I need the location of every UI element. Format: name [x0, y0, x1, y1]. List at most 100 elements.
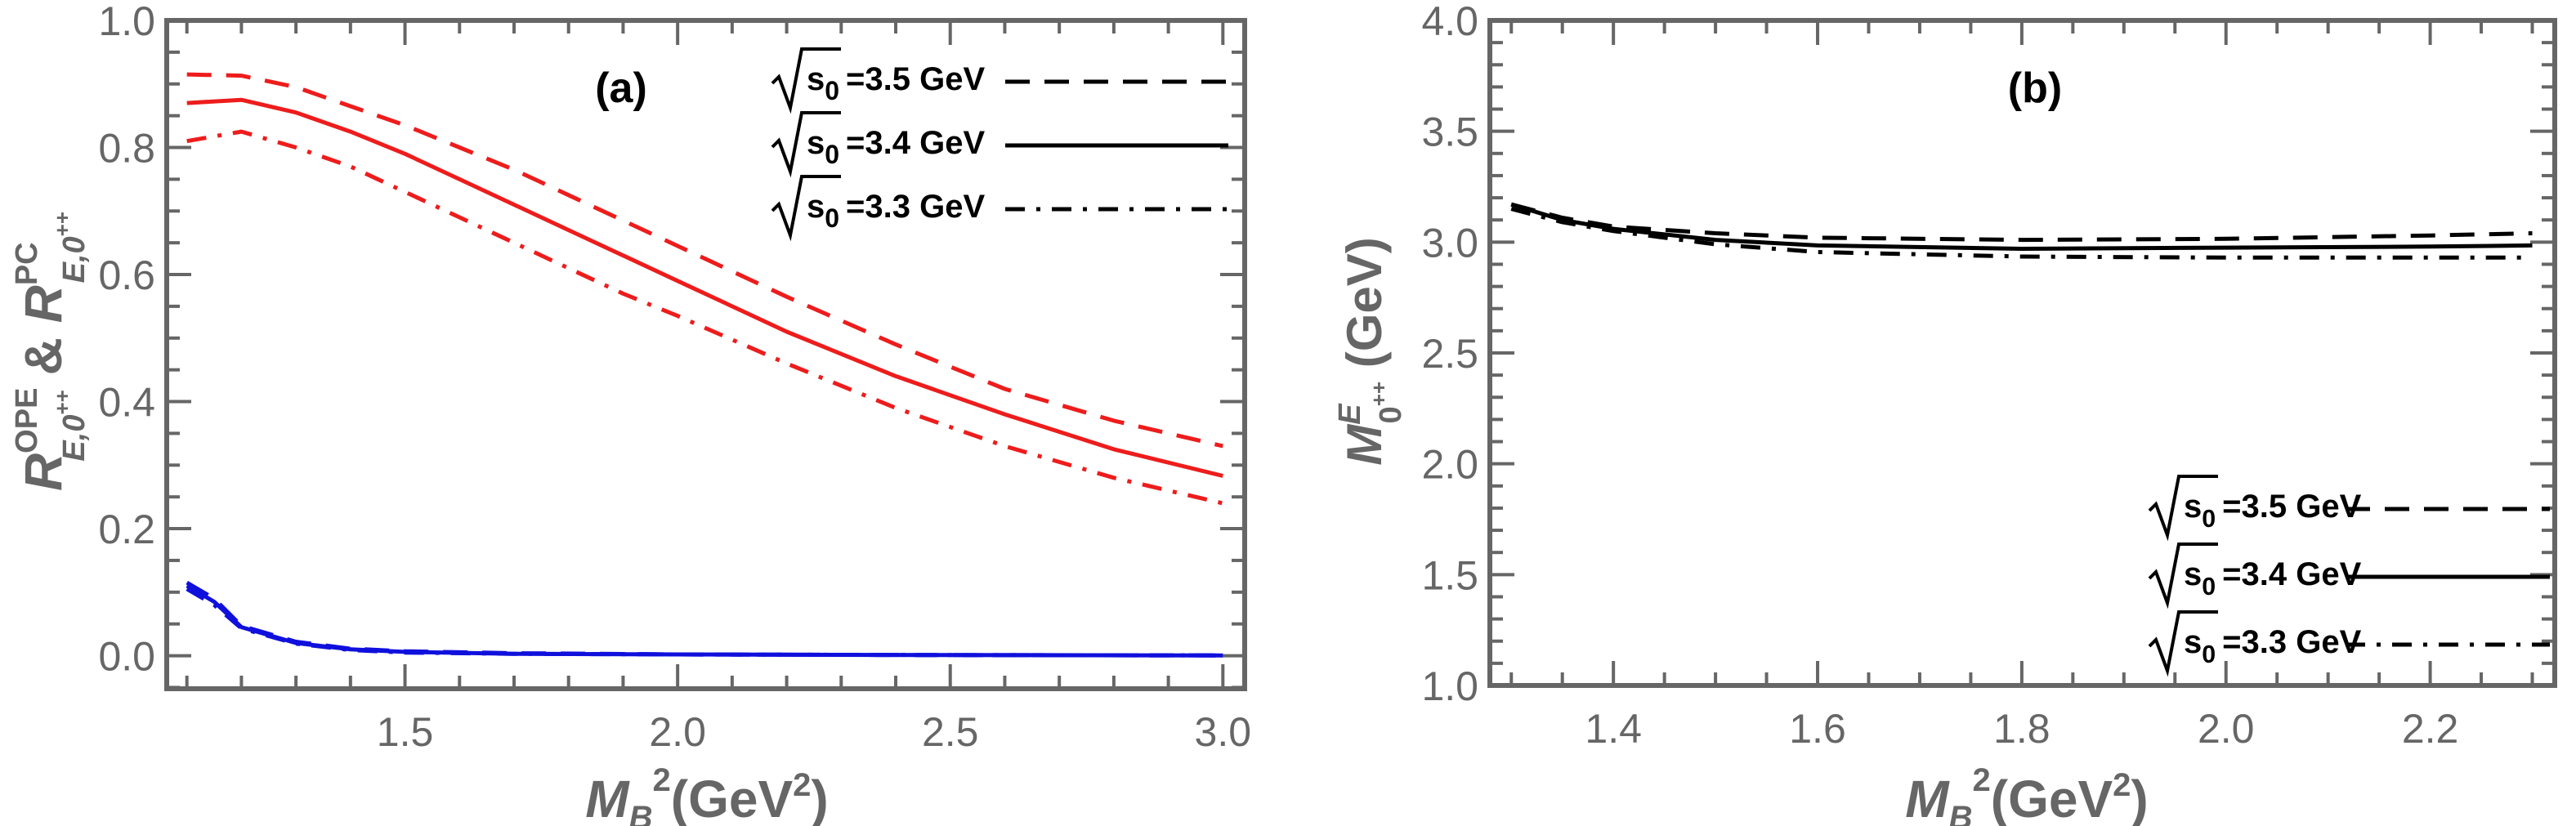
- sqrt-icon: [2148, 542, 2218, 609]
- y-tick-label: 1.5: [1421, 552, 1478, 598]
- xlabel-unit-sup: 2: [2113, 767, 2131, 803]
- legend-s: s: [807, 125, 825, 161]
- sqrt-icon: [771, 175, 841, 242]
- y-tick-label: 0.2: [98, 507, 155, 552]
- legend-value: =3.3 GeV: [846, 189, 985, 225]
- xlabel-sub: B: [1949, 800, 1973, 826]
- legend-item: s0 =3.4 GeV: [771, 111, 1228, 178]
- x-tick-label: 1.5: [377, 709, 434, 755]
- panel-a-label: (a): [595, 65, 647, 112]
- legend-label: s0 =3.3 GeV: [2184, 624, 2362, 668]
- ylabel-amp: &: [14, 323, 73, 390]
- xlabel-main: M: [1905, 770, 1950, 826]
- legend-item: s0 =3.3 GeV: [2148, 610, 2550, 677]
- y-tick-label: 3.5: [1421, 109, 1478, 155]
- y-tick-label: 2.5: [1421, 331, 1478, 377]
- ylabel-sup: E: [1333, 403, 1367, 425]
- legend-item: s0 =3.5 GeV: [2148, 475, 2550, 542]
- sqrt-icon: [2148, 610, 2218, 677]
- panel-b-series: [1510, 202, 2533, 260]
- xlabel-unit: (GeV: [671, 770, 794, 826]
- legend-value: =3.4 GeV: [2222, 556, 2361, 592]
- legend-s: s: [2184, 624, 2202, 660]
- legend-label: s0 =3.5 GeV: [2184, 489, 2362, 533]
- x-tick-label: 2.2: [2402, 706, 2459, 752]
- legend-label: s0 =3.4 GeV: [2184, 556, 2362, 601]
- xlabel-main: M: [585, 770, 630, 826]
- y-tick-label: 1.0: [1421, 663, 1478, 709]
- panel-a: 1.5 2.0 2.5 3.00.00.20.40.60.81.0 (a) s0 =3.…: [10, 0, 1251, 826]
- ylabel-sub1: E,0: [57, 415, 92, 462]
- y-tick-label: 1.0: [98, 0, 155, 44]
- ylabel-sub: 0: [1374, 406, 1408, 423]
- legend-value: =3.5 GeV: [846, 61, 985, 97]
- panel-b-label: (b): [2008, 65, 2062, 112]
- legend-sub: 0: [2202, 505, 2216, 533]
- series-line-ope-solid: [186, 583, 1223, 658]
- series-line-ope-dashdot: [186, 587, 1223, 658]
- ylabel-subsup1: ++: [50, 390, 74, 414]
- series-line-dashdot: [1510, 207, 2533, 260]
- series-line-pc-dashed: [186, 72, 1223, 449]
- legend-s: s: [807, 61, 825, 97]
- ylabel-subsup: ++: [1366, 382, 1391, 406]
- ylabel-r2: R: [14, 285, 73, 323]
- ylabel-subsup2: ++: [50, 212, 74, 236]
- legend-value: =3.3 GeV: [2222, 624, 2361, 660]
- legend-item: s0 =3.3 GeV: [771, 175, 1228, 242]
- y-tick-label: 0.4: [98, 380, 155, 426]
- panel-b-y-axis-label: ME 0++ (GeV): [1333, 237, 1408, 466]
- ylabel-sup2: PC: [10, 242, 44, 285]
- sqrt-icon: [771, 111, 841, 178]
- x-tick-label: 3.0: [1195, 709, 1252, 755]
- y-tick-label: 2.0: [1421, 442, 1478, 488]
- x-tick-label: 2.0: [2198, 706, 2255, 752]
- x-tick-label: 1.6: [1789, 706, 1846, 752]
- legend-value: =3.4 GeV: [846, 125, 985, 161]
- legend-value: =3.5 GeV: [2222, 489, 2361, 525]
- y-tick-label: 0.8: [98, 126, 155, 172]
- panel-a-y-axis-label: ROPE E,0++ & RPC E,0++: [10, 212, 92, 491]
- legend-sub: 0: [825, 203, 839, 233]
- legend-s: s: [2184, 489, 2202, 525]
- xlabel-close: ): [811, 770, 828, 826]
- ylabel-m: M: [1337, 423, 1392, 466]
- series-line-ope-dashed: [186, 580, 1223, 658]
- panel-a-ticks: 1.5 2.0 2.5 3.0 0.0 0.2 0.4 0.6 0.8 1.0: [98, 0, 1251, 755]
- xlabel-sup: 2: [653, 762, 671, 798]
- sqrt-icon: [2148, 475, 2218, 542]
- xlabel-sub: B: [629, 800, 653, 826]
- legend-item: s0 =3.5 GeV: [771, 47, 1228, 114]
- x-tick-label: 1.4: [1585, 706, 1642, 752]
- xlabel-unit-sup: 2: [793, 767, 811, 803]
- panel-a-x-axis-label: MB2(GeV2): [585, 762, 828, 826]
- legend-item: s0 =3.4 GeV: [2148, 542, 2550, 609]
- legend-s: s: [2184, 556, 2202, 592]
- legend-sub: 0: [2202, 641, 2216, 668]
- legend-sub: 0: [2202, 573, 2216, 601]
- panel-b: 1.4 1.6 1.8 2.0 2.2 1.0 1.5 2.0 2.5 3.0 3.5 4.0 (b)…: [1333, 0, 2557, 826]
- series-line-pc-solid: [186, 97, 1223, 478]
- y-tick-label: 3.0: [1421, 220, 1478, 266]
- xlabel-unit: (GeV: [1991, 770, 2113, 826]
- x-tick-label: 1.8: [1993, 706, 2051, 752]
- panel-b-frame: [1487, 18, 2557, 688]
- y-tick-label: 0.0: [98, 634, 155, 680]
- panel-a-frame: [164, 18, 1247, 691]
- series-line-solid: [1510, 202, 2533, 251]
- legend-label: s0 =3.3 GeV: [807, 189, 985, 233]
- sqrt-icon: [771, 47, 841, 114]
- x-tick-label: 2.5: [922, 709, 979, 755]
- ylabel-sup1: OPE: [10, 388, 44, 453]
- legend-label: s0 =3.4 GeV: [807, 125, 985, 169]
- legend-sub: 0: [825, 76, 839, 105]
- ylabel-sub2: E,0: [57, 236, 92, 283]
- y-tick-label: 0.6: [98, 252, 155, 298]
- ylabel-unit: (GeV): [1337, 237, 1392, 382]
- ylabel-r1: R: [14, 453, 73, 491]
- xlabel-sup: 2: [1973, 762, 1991, 798]
- xlabel-close: ): [2131, 770, 2148, 826]
